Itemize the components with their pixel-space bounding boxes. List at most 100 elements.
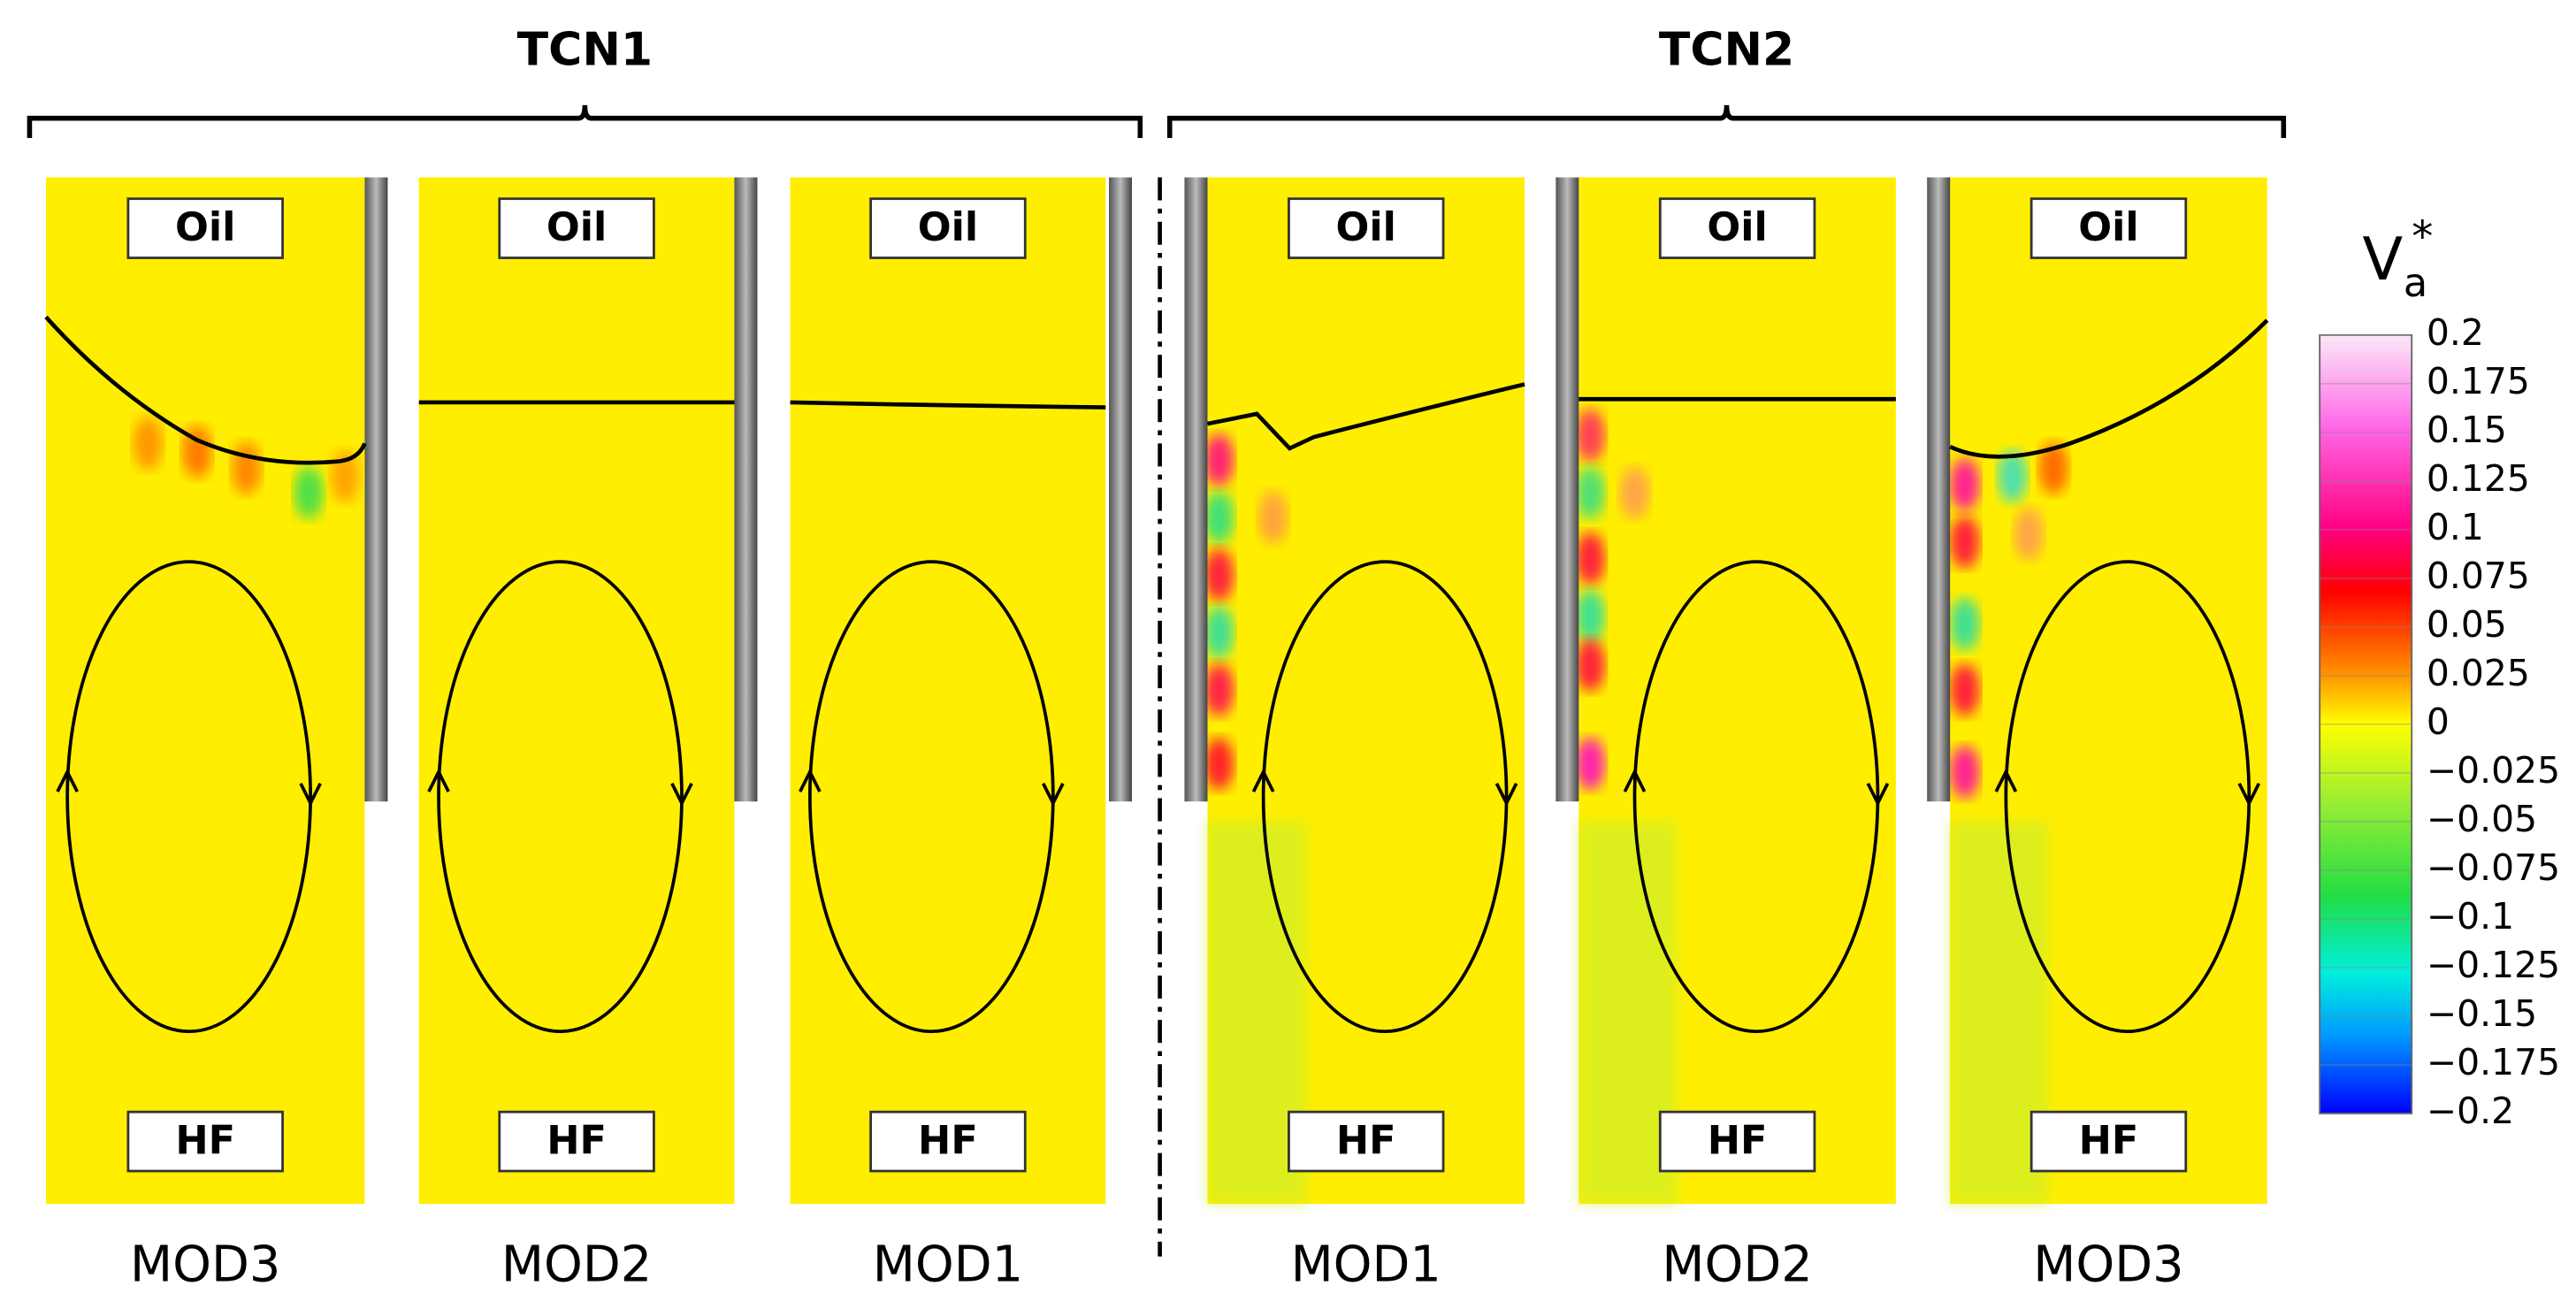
velocity-blob bbox=[231, 441, 262, 494]
arrow bbox=[56, 768, 79, 792]
velocity-blob bbox=[182, 425, 212, 478]
panel-field bbox=[790, 177, 1106, 1205]
velocity-blob bbox=[133, 417, 163, 471]
arrow bbox=[1042, 782, 1065, 808]
label-box bbox=[498, 197, 655, 259]
panel-top-label: Oil bbox=[2078, 204, 2138, 250]
colorbar-tick-label: 0.1 bbox=[2427, 506, 2484, 548]
label-box bbox=[126, 1110, 284, 1173]
velocity-blob bbox=[1204, 663, 1234, 716]
panel-top-label: Oil bbox=[1707, 204, 1767, 250]
wall bbox=[1184, 177, 1208, 802]
arrow bbox=[1494, 782, 1518, 808]
velocity-blob bbox=[2038, 441, 2068, 494]
arrow bbox=[1623, 768, 1647, 792]
velocity-blob bbox=[1950, 663, 1980, 716]
wall bbox=[364, 177, 388, 802]
velocity-blob bbox=[1204, 737, 1234, 791]
panel-caption: MOD2 bbox=[501, 1236, 652, 1294]
velocity-blob bbox=[1575, 466, 1606, 519]
velocity-blob bbox=[1950, 458, 1980, 511]
label-box bbox=[1658, 197, 1816, 259]
panel-bottom-label: HF bbox=[1336, 1117, 1396, 1163]
panel-field bbox=[46, 177, 365, 1205]
colorbar-tick-label: 0.2 bbox=[2427, 311, 2484, 354]
colorbar-tick-label: −0.075 bbox=[2427, 846, 2560, 889]
arrow bbox=[2237, 782, 2261, 808]
velocity-blob bbox=[1204, 548, 1234, 601]
bracket bbox=[27, 104, 1143, 138]
panel-bottom-label: HF bbox=[918, 1117, 978, 1163]
label-box bbox=[869, 1110, 1027, 1173]
velocity-blob bbox=[2014, 507, 2045, 561]
panel-bottom-label: HF bbox=[1708, 1117, 1768, 1163]
panel-top-label: Oil bbox=[547, 204, 607, 250]
colorbar-tick-label: 0 bbox=[2427, 700, 2450, 743]
panel-caption: MOD1 bbox=[1291, 1236, 1441, 1294]
colorbar-tick-label: −0.1 bbox=[2427, 895, 2514, 938]
velocity-blob bbox=[1575, 409, 1606, 462]
velocity-blob bbox=[1619, 466, 1650, 519]
arrow bbox=[1994, 768, 2018, 792]
interface bbox=[44, 315, 367, 465]
colorbar-tick-label: −0.05 bbox=[2427, 798, 2537, 840]
vortex bbox=[1632, 560, 1880, 1034]
label-box bbox=[2029, 1110, 2188, 1173]
panel-bottom-label: HF bbox=[2079, 1117, 2139, 1163]
interface bbox=[1207, 382, 1525, 451]
colorbar-tick-label: −0.175 bbox=[2427, 1041, 2560, 1083]
colorbar-tick-label: 0.05 bbox=[2427, 603, 2507, 646]
panel-bottom-label: HF bbox=[175, 1117, 235, 1163]
vortex bbox=[2004, 560, 2251, 1034]
colorbar-tick-label: −0.125 bbox=[2427, 944, 2560, 986]
velocity-blob bbox=[1258, 491, 1288, 544]
wall bbox=[734, 177, 758, 802]
panel-top-label: Oil bbox=[1336, 204, 1396, 250]
velocity-blob bbox=[1204, 606, 1234, 659]
colorbar-title: V bbox=[2362, 225, 2403, 294]
arrow bbox=[1251, 768, 1275, 792]
arrow bbox=[299, 782, 322, 808]
velocity-blob bbox=[1575, 532, 1606, 586]
vortex bbox=[1261, 560, 1509, 1034]
velocity-blob bbox=[1575, 639, 1606, 692]
vortex bbox=[808, 560, 1055, 1034]
colorbar-tick-label: −0.2 bbox=[2427, 1090, 2514, 1132]
title-superscript: * bbox=[2412, 212, 2433, 262]
arrow bbox=[427, 768, 450, 792]
velocity-blob bbox=[1575, 737, 1606, 791]
vortex bbox=[65, 560, 312, 1034]
group-title: TCN2 bbox=[1659, 23, 1794, 76]
arrow bbox=[1866, 782, 1890, 808]
arrow bbox=[799, 768, 822, 792]
arrow bbox=[670, 782, 693, 808]
colorbar-tick-label: 0.125 bbox=[2427, 457, 2530, 500]
panel-caption: MOD3 bbox=[2033, 1236, 2183, 1294]
panel-caption: MOD1 bbox=[873, 1236, 1023, 1294]
colorbar-tick-label: −0.15 bbox=[2427, 992, 2537, 1035]
panel-top-label: Oil bbox=[175, 204, 235, 250]
bracket bbox=[1166, 104, 2287, 138]
label-box bbox=[869, 197, 1027, 259]
panel-bottom-label: HF bbox=[547, 1117, 607, 1163]
interface bbox=[1949, 318, 2269, 459]
title-main: V bbox=[2362, 225, 2403, 294]
colorbar-tick-label: 0.075 bbox=[2427, 555, 2530, 597]
velocity-blob bbox=[1204, 433, 1234, 486]
velocity-blob bbox=[1575, 589, 1606, 643]
label-box bbox=[498, 1110, 655, 1173]
colorbar-tick-label: 0.15 bbox=[2427, 409, 2507, 451]
panel-top-label: Oil bbox=[918, 204, 978, 250]
velocity-blob bbox=[1950, 597, 1980, 651]
vortex bbox=[437, 560, 684, 1034]
group-title: TCN1 bbox=[517, 23, 653, 76]
label-box bbox=[1288, 197, 1445, 259]
velocity-blob bbox=[1950, 516, 1980, 569]
label-box bbox=[1288, 1110, 1445, 1173]
velocity-blob bbox=[1998, 449, 2028, 503]
label-box bbox=[1658, 1110, 1816, 1173]
panel-field bbox=[418, 177, 735, 1205]
velocity-blob bbox=[1950, 746, 1980, 799]
panel-caption: MOD2 bbox=[1662, 1236, 1812, 1294]
